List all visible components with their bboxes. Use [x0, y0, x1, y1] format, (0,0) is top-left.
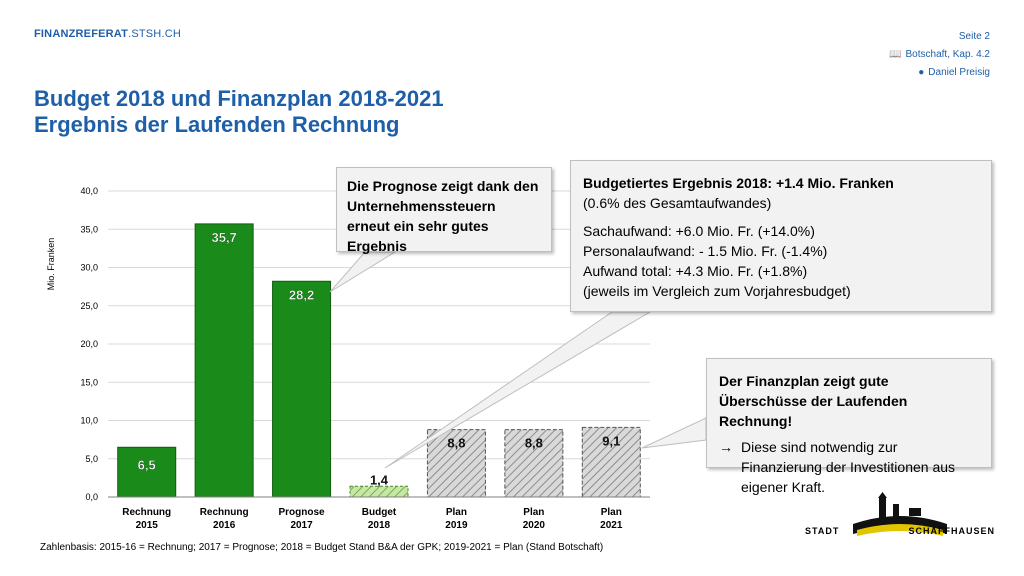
brand-rest: .STSH.CH — [128, 28, 181, 40]
x-tick-label: 2016 — [213, 520, 236, 531]
y-axis-label: Mio. Franken — [46, 238, 56, 291]
castle-emblem-icon — [853, 492, 947, 536]
x-tick-label: Plan — [601, 507, 622, 518]
callout-pointer — [384, 311, 652, 469]
brand-bold: FINANZREFERAT — [34, 28, 129, 40]
budget-callout-subtitle: (0.6% des Gesamtaufwandes) — [583, 195, 772, 211]
author-line: ● Daniel Preisig — [889, 64, 990, 82]
reference-line: 📖 Botschaft, Kap. 4.2 — [889, 46, 990, 64]
x-tick-label: Plan — [446, 507, 467, 518]
bar — [581, 426, 641, 498]
x-tick-label: 2021 — [600, 520, 623, 531]
plan-callout-text: Diese sind notwendig zur Finanzierung de… — [741, 439, 956, 495]
data-label: 1,4 — [370, 472, 389, 487]
book-icon: 📖 — [889, 49, 902, 60]
y-tick-label: 0,0 — [85, 492, 98, 502]
slide-meta: Seite 2 📖 Botschaft, Kap. 4.2 ● Daniel Pre… — [889, 28, 990, 82]
bar — [194, 223, 254, 498]
y-tick-label: 30,0 — [80, 263, 98, 273]
title-line-1: Budget 2018 und Finanzplan 2018-2021 — [34, 86, 444, 111]
x-tick-label: Prognose — [279, 507, 326, 518]
x-tick-label: Plan — [523, 507, 544, 518]
y-tick-label: 5,0 — [85, 454, 98, 464]
data-label: 8,8 — [525, 436, 543, 451]
x-tick-label: 2020 — [523, 520, 546, 531]
y-tick-label: 35,0 — [80, 224, 98, 234]
y-tick-label: 40,0 — [80, 186, 98, 196]
bar — [426, 429, 486, 498]
prognose-callout: Die Prognose zeigt dank den Unternehmens… — [336, 167, 552, 254]
logo-text-left: STADT — [805, 526, 840, 536]
arrow-right-icon: → — [719, 439, 733, 455]
budget-callout-line: Sachaufwand: +6.0 Mio. Fr. (+14.0%) — [583, 223, 815, 239]
author-text: Daniel Preisig — [928, 67, 990, 78]
budget-callout-line: Personalaufwand: - 1.5 Mio. Fr. (-1.4%) — [583, 243, 828, 259]
budget-callout-line: (jeweils im Vergleich zum Vorjahresbudge… — [583, 283, 851, 299]
footnote: Zahlenbasis: 2015-16 = Rechnung; 2017 = … — [40, 542, 604, 553]
x-tick-label: 2017 — [290, 520, 313, 531]
data-label: 28,2 — [289, 287, 314, 302]
data-label: 6,5 — [138, 457, 156, 472]
y-tick-label: 10,0 — [80, 416, 98, 426]
plan-callout-bullet: → Diese sind notwendig zur Finanzierung … — [719, 437, 979, 497]
x-tick-label: 2018 — [368, 520, 391, 531]
budget-callout-title: Budgetiertes Ergebnis 2018: +1.4 Mio. Fr… — [583, 175, 894, 191]
plan-callout-title: Der Finanzplan zeigt gute Überschüsse de… — [719, 373, 908, 429]
brand: FINANZREFERAT.STSH.CH — [34, 28, 181, 40]
title-line-2: Ergebnis der Laufenden Rechnung — [34, 112, 400, 137]
plan-callout: Der Finanzplan zeigt gute Überschüsse de… — [706, 358, 992, 495]
bar — [272, 280, 332, 498]
callout-pointer — [641, 417, 707, 449]
x-tick-label: Rechnung — [200, 507, 249, 518]
data-label: 8,8 — [447, 436, 465, 451]
data-label: 35,7 — [211, 230, 236, 245]
callout-pointer — [329, 251, 397, 293]
data-label: 9,1 — [602, 433, 620, 448]
bar — [504, 429, 564, 498]
x-tick-label: Rechnung — [122, 507, 171, 518]
x-tick-label: Budget — [362, 507, 397, 518]
logo-text-right: SCHAFFHAUSEN — [908, 526, 995, 536]
city-logo: STADT SCHAFFHAUSEN — [805, 490, 995, 550]
y-tick-label: 20,0 — [80, 339, 98, 349]
budget-callout: Budgetiertes Ergebnis 2018: +1.4 Mio. Fr… — [570, 160, 992, 312]
x-tick-label: 2019 — [445, 520, 468, 531]
reference-text: Botschaft, Kap. 4.2 — [905, 49, 991, 60]
y-tick-label: 15,0 — [80, 377, 98, 387]
prognose-callout-text: Die Prognose zeigt dank den Unternehmens… — [347, 178, 539, 254]
y-tick-label: 25,0 — [80, 301, 98, 311]
x-tick-label: 2015 — [136, 520, 159, 531]
page-number: Seite 2 — [958, 31, 990, 42]
bar — [349, 485, 409, 498]
bar — [117, 446, 177, 498]
budget-callout-line: Aufwand total: +4.3 Mio. Fr. (+1.8%) — [583, 263, 808, 279]
person-icon: ● — [918, 67, 925, 78]
page-title: Budget 2018 und Finanzplan 2018-2021 Erg… — [34, 86, 444, 138]
